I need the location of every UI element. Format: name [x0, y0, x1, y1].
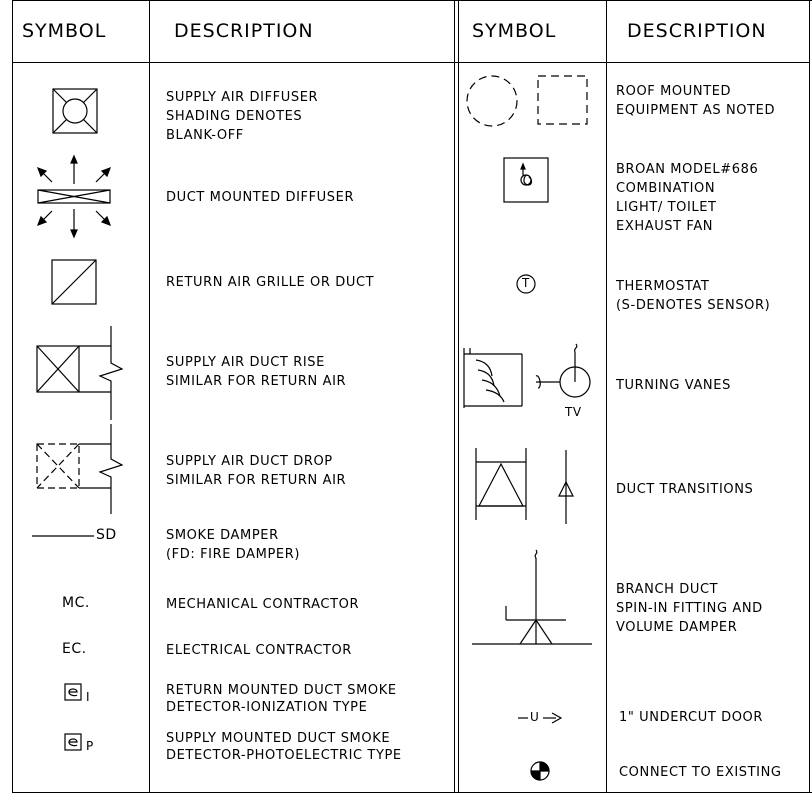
ec-abbreviation: EC.: [62, 641, 87, 657]
description-return-smoke-detector: RETURN MOUNTED DUCT SMOKE DETECTOR-IONIZ…: [166, 683, 397, 715]
description-smoke-damper: SMOKE DAMPER (FD: FIRE DAMPER): [166, 528, 301, 562]
description-supply-smoke-detector: SUPPLY MOUNTED DUCT SMOKE DETECTOR-PHOTO…: [166, 731, 402, 763]
description-exhaust-fan: BROAN MODEL#686 COMBINATION LIGHT/ TOILE…: [616, 162, 759, 234]
description-duct-drop: SUPPLY AIR DUCT DROP SIMILAR FOR RETURN …: [166, 454, 347, 488]
description-thermostat: THERMOSTAT (S-DENOTES SENSOR): [616, 279, 771, 313]
connect-existing-icon: [530, 761, 550, 781]
description-supply-air-diffuser: SUPPLY AIR DIFFUSER SHADING DENOTES BLAN…: [166, 90, 319, 143]
ionization-tag: I: [86, 690, 91, 704]
description-duct-mounted-diffuser: DUCT MOUNTED DIFFUSER: [166, 190, 355, 205]
duct-rise-icon: [35, 326, 125, 420]
smoke-detector-icon: [64, 683, 82, 701]
turning-vanes-icon: [462, 343, 602, 412]
frame-bottom: [12, 792, 812, 793]
duct-drop-icon: [35, 424, 125, 514]
undercut-tag: U: [530, 710, 540, 724]
col-divider-3: [606, 0, 607, 793]
description-undercut-door: 1" UNDERCUT DOOR: [619, 710, 764, 725]
smoke-damper-tag: SD: [96, 527, 117, 543]
smoke-damper-icon: [32, 526, 94, 546]
description-connect-existing: CONNECT TO EXISTING: [619, 765, 782, 780]
supply-air-diffuser-icon: [52, 88, 98, 134]
header-symbol-left: SYMBOL: [22, 20, 107, 42]
duct-transitions-icon: [474, 448, 574, 526]
header-rule: [12, 62, 810, 63]
description-electrical-contractor: ELECTRICAL CONTRACTOR: [166, 643, 352, 658]
description-return-air-grille: RETURN AIR GRILLE OR DUCT: [166, 275, 375, 290]
description-turning-vanes: TURNING VANES: [616, 378, 731, 393]
center-divider-b: [458, 0, 459, 793]
return-air-grille-icon: [51, 259, 97, 305]
mc-abbreviation: MC.: [62, 595, 90, 611]
thermostat-icon: [516, 274, 536, 294]
description-mechanical-contractor: MECHANICAL CONTRACTOR: [166, 597, 360, 612]
description-branch-duct: BRANCH DUCT SPIN-IN FITTING AND VOLUME D…: [616, 582, 763, 635]
thermostat-tag: T: [522, 276, 530, 290]
photoelectric-tag: P: [86, 739, 94, 753]
header-symbol-right: SYMBOL: [472, 20, 557, 42]
turning-vanes-tag: TV: [565, 405, 582, 419]
roof-equipment-icon: [465, 74, 590, 128]
description-roof-mounted: ROOF MOUNTED EQUIPMENT AS NOTED: [616, 84, 776, 118]
frame-left: [12, 0, 13, 793]
duct-mounted-diffuser-icon: [36, 154, 112, 239]
frame-top: [12, 0, 812, 1]
exhaust-fan-icon: [503, 157, 549, 203]
smoke-detector-icon: [64, 733, 82, 751]
undercut-door-icon: [516, 709, 566, 727]
frame-right: [809, 0, 810, 793]
description-duct-transitions: DUCT TRANSITIONS: [616, 482, 754, 497]
branch-duct-icon: [470, 549, 594, 646]
description-duct-rise: SUPPLY AIR DUCT RISE SIMILAR FOR RETURN …: [166, 355, 347, 389]
header-description-right: DESCRIPTION: [627, 20, 767, 42]
center-divider-a: [454, 0, 455, 793]
header-description-left: DESCRIPTION: [174, 20, 314, 42]
col-divider-1: [149, 0, 150, 793]
